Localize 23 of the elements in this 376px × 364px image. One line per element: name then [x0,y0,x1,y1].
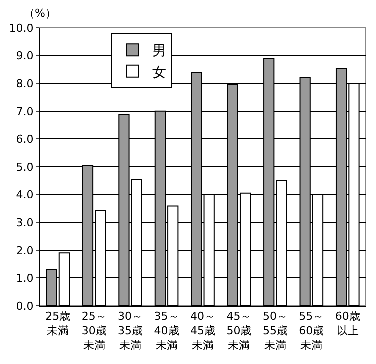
y-tick-label: 6.0 [16,133,34,146]
y-axis-title: （%） [24,7,56,20]
legend-label: 男 [152,44,167,60]
x-tick-label: 60歳以上 [335,310,360,338]
y-tick-label: 5.0 [16,160,34,174]
y-tick-label: 3.0 [16,216,34,230]
x-tick-label: 50～55歳未満 [262,310,288,352]
x-tick-label: 40～45歳未満 [190,310,216,352]
x-tick-label: 30～35歳未満 [118,310,144,352]
y-tick-label: 1.0 [16,272,34,286]
y-tick-label: 8.0 [16,77,34,90]
legend-label: 女 [152,64,167,81]
y-tick-label: 2.0 [16,244,34,258]
y-tick-label: 7.0 [16,105,34,118]
x-tick-label: 25～30歳未満 [82,310,107,352]
y-tick-label: 10.0 [9,22,34,35]
x-tick-label: 45～50歳未満 [226,310,252,352]
y-tick-label: 9.0 [16,50,34,63]
x-tick-label: 25歳未満 [46,310,71,338]
y-tick-label: 0.0 [16,300,34,313]
y-tick-label: 4.0 [16,188,34,202]
x-tick-label: 35～40歳未満 [154,310,180,352]
x-tick-label: 55～60歳未満 [299,310,324,352]
